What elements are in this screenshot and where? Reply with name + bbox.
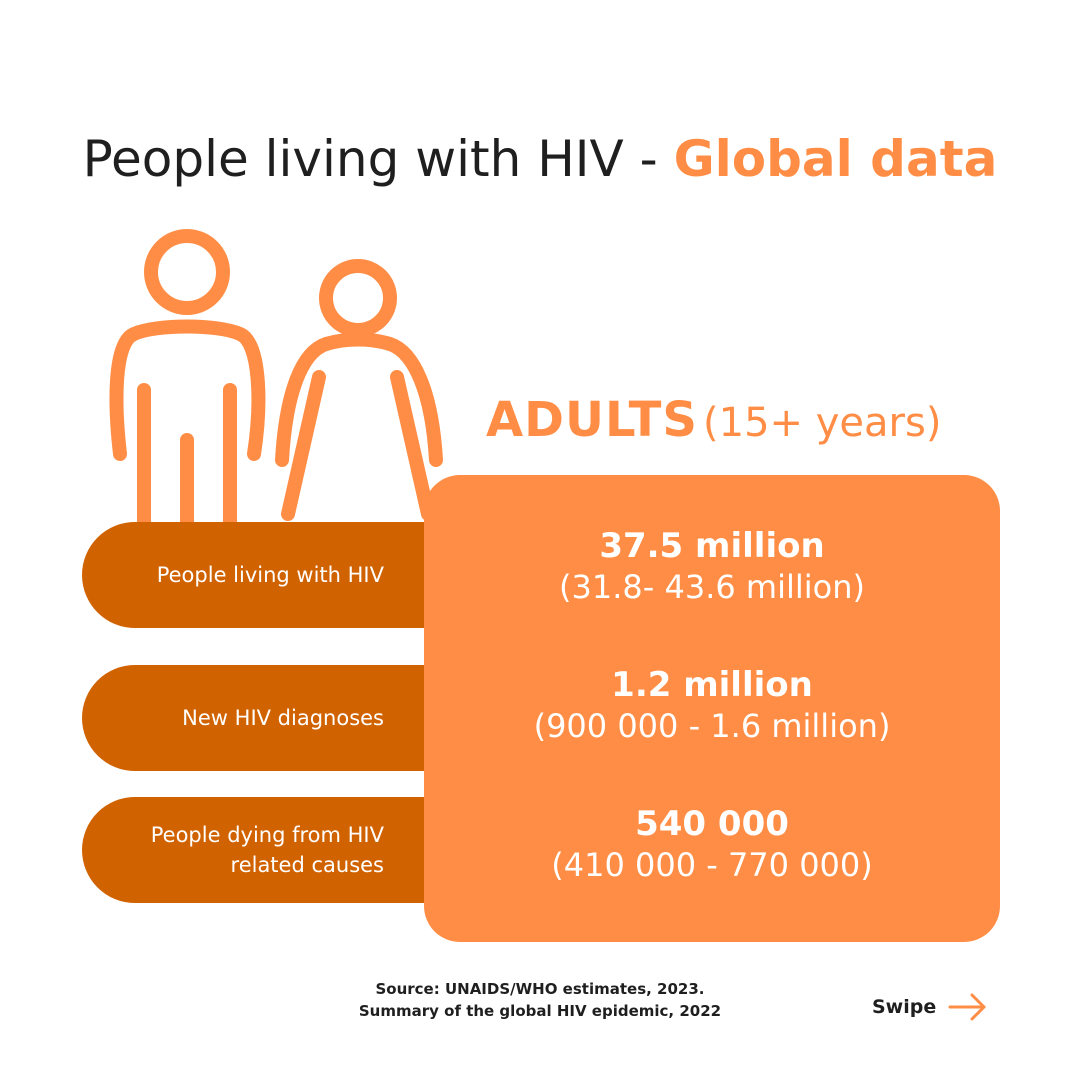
stat-range: (410 000 - 770 000) xyxy=(551,846,873,884)
stat-range: (900 000 - 1.6 million) xyxy=(533,707,891,745)
group-label: ADULTS xyxy=(486,392,698,448)
stat-living: 37.5 million (31.8- 43.6 million) xyxy=(424,525,1000,607)
arrow-right-icon xyxy=(948,993,986,1021)
stat-value: 1.2 million xyxy=(611,665,813,705)
group-heading: ADULTS (15+ years) xyxy=(486,392,1006,448)
row-label-line: People dying from HIV xyxy=(150,823,384,847)
row-label-line: People living with HIV xyxy=(156,563,384,587)
row-label-line: related causes xyxy=(230,853,384,877)
stats-panel: 37.5 million (31.8- 43.6 million) 1.2 mi… xyxy=(424,475,1000,942)
row-label-new-diagnoses: New HIV diagnoses xyxy=(82,665,482,771)
stat-range: (31.8- 43.6 million) xyxy=(559,568,865,606)
stat-new-diagnoses: 1.2 million (900 000 - 1.6 million) xyxy=(424,664,1000,746)
stat-value: 37.5 million xyxy=(599,526,825,566)
source-line: Summary of the global HIV epidemic, 2022 xyxy=(358,1002,722,1020)
page-title: People living with HIV - Global data xyxy=(0,128,1080,190)
swipe-button[interactable]: Swipe xyxy=(872,992,988,1022)
title-prefix: People living with HIV - xyxy=(82,130,674,188)
source-note: Source: UNAIDS/WHO estimates, 2023. Summ… xyxy=(300,978,780,1022)
man-figure-icon xyxy=(109,229,266,529)
woman-figure-icon xyxy=(275,259,443,521)
stat-value: 540 000 xyxy=(635,804,789,844)
title-highlight: Global data xyxy=(673,130,998,188)
row-label-living: People living with HIV xyxy=(82,522,482,628)
source-line: Source: UNAIDS/WHO estimates, 2023. xyxy=(375,980,705,998)
row-label-deaths: People dying from HIV related causes xyxy=(82,797,482,903)
row-label-line: New HIV diagnoses xyxy=(182,706,384,730)
stat-deaths: 540 000 (410 000 - 770 000) xyxy=(424,803,1000,885)
people-illustration xyxy=(109,229,443,529)
group-qualifier: (15+ years) xyxy=(703,400,942,446)
swipe-label: Swipe xyxy=(872,996,937,1018)
